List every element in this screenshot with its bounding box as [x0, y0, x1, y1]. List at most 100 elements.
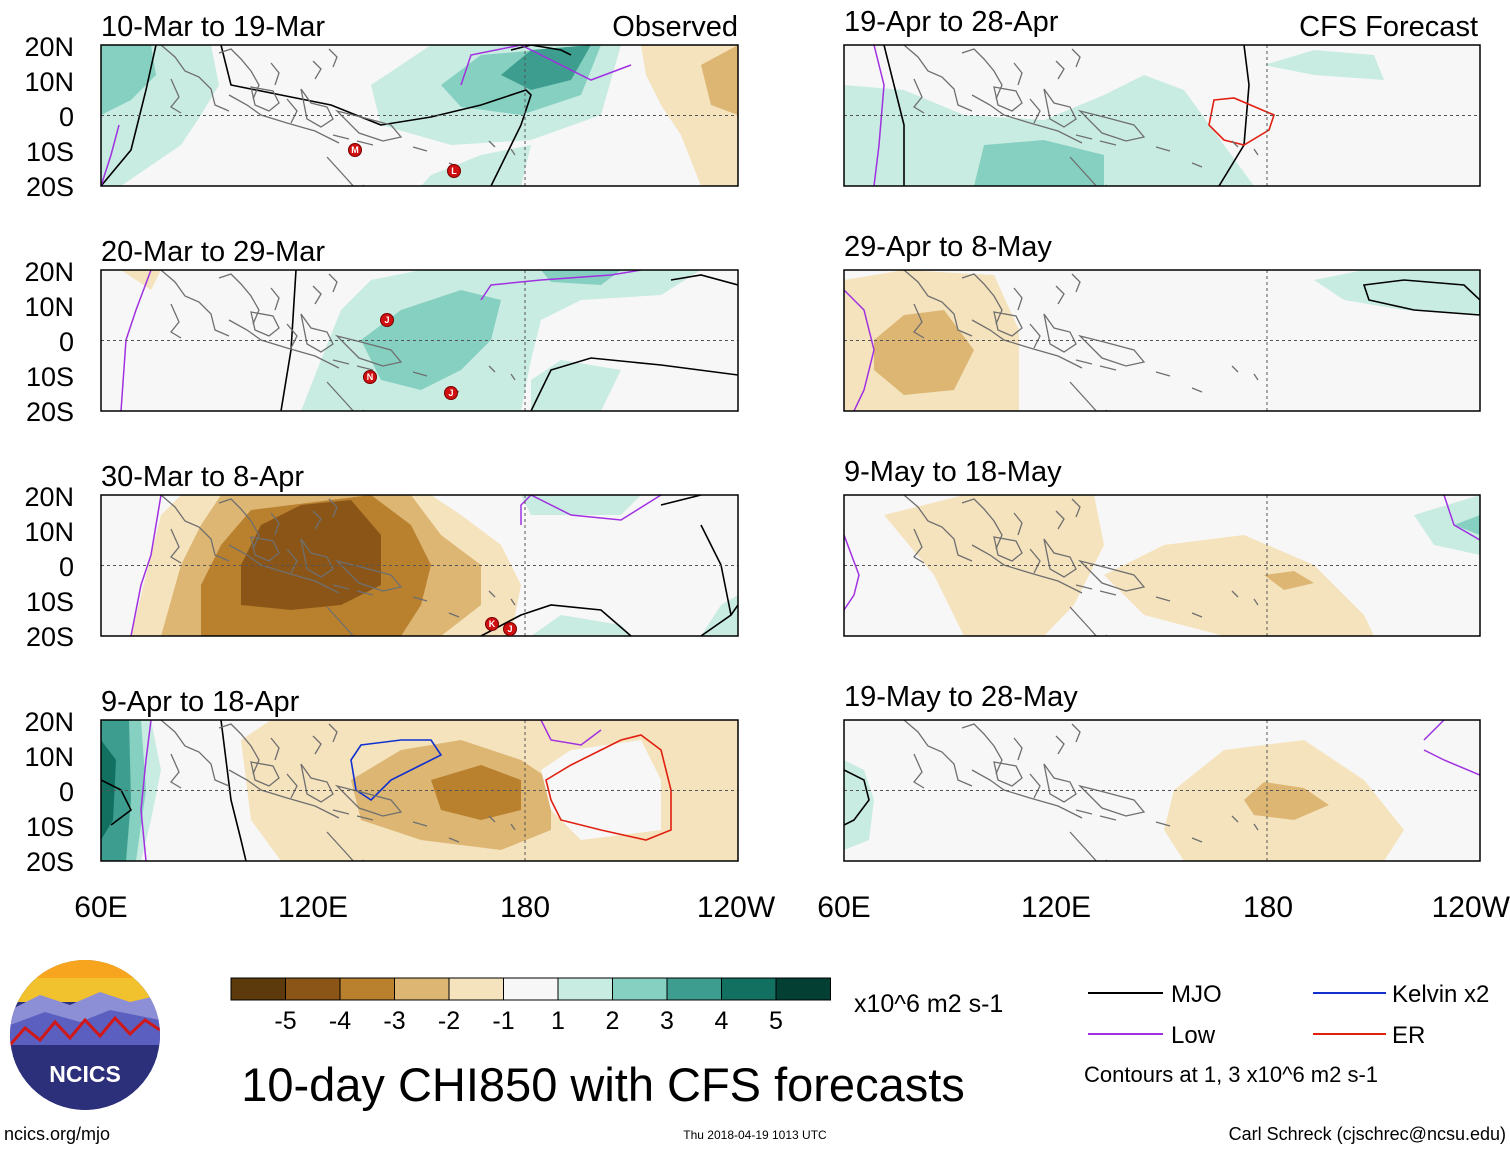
colorbar-unit: x10^6 m2 s-1	[854, 990, 1003, 1018]
lat-label: 20S	[26, 172, 74, 202]
ncics-logo: NCICS	[10, 960, 160, 1110]
latitude-axis-2: 20N 10N 0 10S 20S	[24, 257, 74, 427]
colorbar-box	[612, 977, 668, 1001]
lon-label: 120W	[697, 891, 776, 924]
panel-title: 20-Mar to 29-Mar	[101, 236, 325, 268]
legend-item-kelvin: Kelvin x2	[1313, 981, 1489, 1008]
storm-marker: J	[444, 386, 458, 400]
logo-text: NCICS	[49, 1061, 121, 1087]
lat-label: 0	[59, 552, 74, 582]
colorbar-tick-label: -3	[383, 1007, 405, 1035]
lat-label: 20S	[26, 397, 74, 427]
panel-forecast-4	[843, 719, 1481, 862]
svg-text:L: L	[451, 166, 457, 176]
colorbar-box	[775, 977, 831, 1001]
latitude-axis-3: 20N 10N 0 10S 20S	[24, 482, 74, 652]
lon-label: 120W	[1432, 891, 1510, 924]
lon-label: 120E	[278, 891, 348, 924]
storm-marker: N	[363, 370, 377, 384]
lat-label: 20N	[24, 707, 74, 737]
footer-credit: Carl Schreck (cjschrec@ncsu.edu)	[1229, 1124, 1506, 1144]
legend: MJO Kelvin x2 Low ER Contours at 1, 3 x1…	[1084, 981, 1489, 1087]
lat-label: 10N	[24, 742, 74, 772]
lon-label: 180	[500, 891, 550, 924]
longitude-axis-left: 60E 120E 180 120W	[74, 891, 776, 924]
colorbar: -5 -4 -3 -2 -1 1 2 3 4 5 x10^6 m2 s-1	[230, 977, 1003, 1035]
lat-label: 20N	[24, 257, 74, 287]
storm-marker: K	[485, 617, 499, 631]
lat-label: 0	[59, 777, 74, 807]
lat-label: 0	[59, 327, 74, 357]
storm-marker: J	[380, 313, 394, 327]
panel-forecast-3	[843, 494, 1481, 637]
lon-label: 120E	[1021, 891, 1091, 924]
legend-label: Low	[1171, 1022, 1216, 1049]
footer-url: ncics.org/mjo	[4, 1124, 110, 1144]
lat-label: 0	[59, 102, 74, 132]
panel-title: 30-Mar to 8-Apr	[101, 461, 304, 493]
colorbar-tick-label: 4	[715, 1007, 729, 1035]
panel-observed-2	[100, 269, 739, 412]
legend-label: Kelvin x2	[1392, 981, 1489, 1008]
svg-text:N: N	[367, 372, 374, 382]
legend-label: ER	[1392, 1022, 1425, 1049]
svg-text:J: J	[448, 388, 453, 398]
colorbar-box	[394, 977, 450, 1001]
lat-label: 20N	[24, 482, 74, 512]
panel-title: 10-Mar to 19-Mar	[101, 11, 325, 43]
lat-label: 20S	[26, 847, 74, 877]
colorbar-tick-label: -1	[492, 1007, 514, 1035]
colorbar-tick-label: 3	[660, 1007, 674, 1035]
colorbar-box	[285, 977, 341, 1001]
legend-item-er: ER	[1313, 1022, 1425, 1049]
colorbar-box	[721, 977, 777, 1001]
colorbar-box	[503, 977, 559, 1001]
colorbar-tick-label: -4	[329, 1007, 351, 1035]
panel-title: 19-Apr to 28-Apr	[844, 6, 1059, 38]
panel-title: 9-Apr to 18-Apr	[101, 686, 300, 718]
colorbar-tick-label: 1	[551, 1007, 565, 1035]
lat-label: 10S	[26, 587, 74, 617]
longitude-axis-right: 60E 120E 180 120W	[817, 891, 1510, 924]
colorbar-tick-label: -2	[438, 1007, 460, 1035]
svg-text:K: K	[489, 619, 496, 629]
lat-label: 10S	[26, 137, 74, 167]
latitude-axis-4: 20N 10N 0 10S 20S	[24, 707, 74, 877]
lat-label: 10N	[24, 67, 74, 97]
forecast-label: CFS Forecast	[1299, 11, 1478, 43]
panel-title: 29-Apr to 8-May	[844, 231, 1052, 263]
panel-observed-1	[100, 44, 739, 187]
storm-markers: M L J N J K J	[348, 143, 517, 636]
lon-label: 180	[1243, 891, 1293, 924]
lat-label: 20N	[24, 32, 74, 62]
colorbar-box	[230, 977, 286, 1001]
svg-text:J: J	[507, 624, 512, 634]
latitude-axis-1: 20N 10N 0 10S 20S	[24, 32, 74, 202]
lat-label: 10S	[26, 812, 74, 842]
storm-marker: J	[503, 622, 517, 636]
svg-text:J: J	[384, 315, 389, 325]
panel-forecast-2	[843, 269, 1481, 412]
panel-title: 19-May to 28-May	[844, 681, 1078, 713]
legend-label: MJO	[1171, 981, 1222, 1008]
storm-marker: L	[447, 164, 461, 178]
legend-item-low: Low	[1088, 1022, 1216, 1049]
footer-timestamp: Thu 2018-04-19 1013 UTC	[683, 1128, 827, 1142]
colorbar-box	[448, 977, 504, 1001]
lat-label: 10S	[26, 362, 74, 392]
colorbar-box	[557, 977, 613, 1001]
panel-observed-3	[100, 494, 739, 637]
legend-item-mjo: MJO	[1088, 981, 1222, 1008]
colorbar-tick-label: 5	[769, 1007, 783, 1035]
legend-note: Contours at 1, 3 x10^6 m2 s-1	[1084, 1062, 1378, 1087]
panel-forecast-1	[843, 44, 1481, 187]
colorbar-box	[666, 977, 722, 1001]
observed-label: Observed	[612, 11, 738, 43]
svg-text:M: M	[351, 145, 359, 155]
colorbar-tick-label: 2	[606, 1007, 620, 1035]
lat-label: 10N	[24, 517, 74, 547]
lon-label: 60E	[817, 891, 870, 924]
storm-marker: M	[348, 143, 362, 157]
panel-observed-4	[100, 719, 739, 862]
